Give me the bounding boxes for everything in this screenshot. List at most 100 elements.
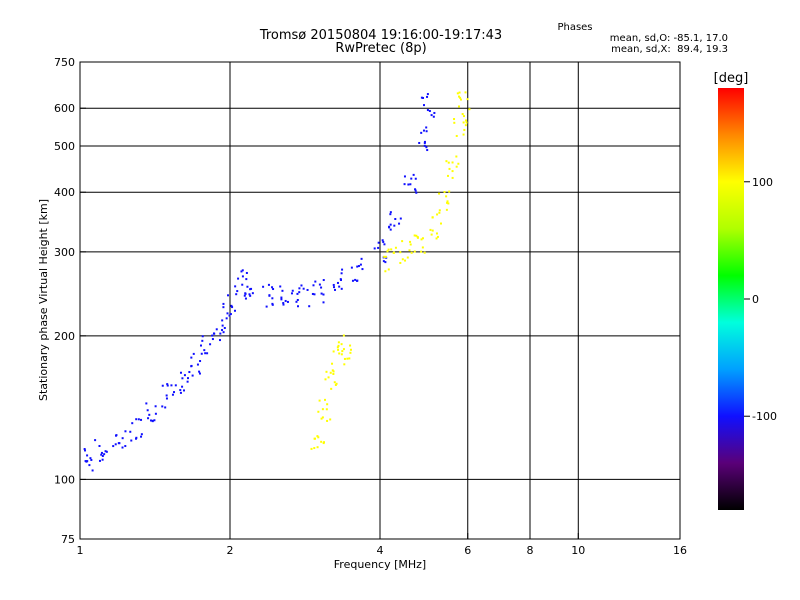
data-point xyxy=(312,284,315,287)
data-point xyxy=(241,275,244,278)
data-point xyxy=(222,302,225,305)
data-point xyxy=(213,332,216,335)
data-point xyxy=(451,176,454,179)
data-point xyxy=(262,285,265,288)
data-point xyxy=(420,96,423,99)
data-point xyxy=(83,448,86,451)
data-point xyxy=(310,447,313,450)
data-point xyxy=(350,266,353,269)
data-point xyxy=(223,327,226,330)
data-point xyxy=(174,384,177,387)
data-point xyxy=(461,113,464,116)
y-tick-label: 750 xyxy=(54,56,75,69)
data-point xyxy=(425,126,428,129)
data-point xyxy=(416,235,419,238)
data-point xyxy=(100,453,103,456)
data-point xyxy=(137,418,140,421)
data-point xyxy=(464,91,467,94)
data-point xyxy=(337,344,340,347)
data-point xyxy=(121,437,124,440)
data-point xyxy=(179,391,182,394)
data-point xyxy=(387,248,390,251)
data-point xyxy=(341,350,344,353)
data-point xyxy=(439,222,442,225)
phase-mean-o: mean, sd,O: -85.1, 17.0 xyxy=(609,33,728,44)
data-point xyxy=(351,279,354,282)
data-point xyxy=(105,450,108,453)
data-point xyxy=(384,270,387,273)
data-point xyxy=(317,436,320,439)
data-point xyxy=(430,114,433,117)
data-point xyxy=(458,91,461,94)
data-point xyxy=(237,277,240,280)
data-point xyxy=(290,292,293,295)
data-point xyxy=(409,183,412,186)
data-point xyxy=(244,297,247,300)
data-point xyxy=(313,437,316,440)
data-point xyxy=(268,294,271,297)
data-point xyxy=(399,217,402,220)
data-point xyxy=(382,240,385,243)
chart-subtitle: RwPretec (8p) xyxy=(335,41,427,56)
data-point xyxy=(338,352,341,355)
data-point xyxy=(382,260,385,263)
data-point xyxy=(300,284,303,287)
data-point xyxy=(179,389,182,392)
data-point xyxy=(121,446,124,449)
data-point xyxy=(251,292,254,295)
data-point xyxy=(149,419,152,422)
data-point xyxy=(342,348,345,351)
data-point xyxy=(389,228,392,231)
data-point xyxy=(84,449,87,452)
data-point xyxy=(140,418,143,421)
data-point xyxy=(438,192,441,195)
grid-lines xyxy=(80,62,680,539)
data-point xyxy=(98,459,101,462)
data-point xyxy=(140,433,143,436)
data-point xyxy=(412,173,415,176)
data-point xyxy=(198,372,201,375)
data-point xyxy=(170,384,173,387)
data-point xyxy=(148,413,151,416)
data-point xyxy=(418,141,421,144)
data-point xyxy=(343,357,346,360)
data-point xyxy=(355,279,358,282)
y-tick-label: 300 xyxy=(54,246,75,259)
data-point xyxy=(413,234,416,237)
x-tick-label: 6 xyxy=(464,544,471,557)
data-point xyxy=(431,216,434,219)
phase-title: Phases xyxy=(557,22,593,33)
data-point xyxy=(455,165,458,168)
data-point xyxy=(306,288,309,291)
data-point xyxy=(154,412,157,415)
y-tick-label: 200 xyxy=(54,330,75,343)
data-point xyxy=(190,356,193,359)
phase-mean-x: mean, sd,X: 89.4, 19.3 xyxy=(611,44,728,55)
data-point xyxy=(297,305,300,308)
data-point xyxy=(448,190,451,193)
data-point xyxy=(453,118,456,121)
data-point xyxy=(265,305,268,308)
data-point xyxy=(321,416,324,419)
data-point xyxy=(354,278,357,281)
data-point xyxy=(222,306,225,309)
data-point xyxy=(196,363,199,366)
data-point xyxy=(90,458,93,461)
data-point xyxy=(233,309,236,312)
scatter-points xyxy=(83,91,471,472)
data-point xyxy=(298,287,301,290)
data-point xyxy=(333,286,336,289)
data-point xyxy=(313,293,316,296)
data-point xyxy=(457,162,460,165)
data-point xyxy=(91,469,94,472)
data-point xyxy=(435,237,438,240)
data-point xyxy=(320,440,323,443)
data-point xyxy=(377,241,380,244)
data-point xyxy=(433,111,436,114)
data-point xyxy=(451,170,454,173)
data-point xyxy=(428,109,431,112)
data-point xyxy=(409,240,412,243)
data-point xyxy=(435,232,438,235)
data-point xyxy=(186,377,189,380)
data-point xyxy=(271,303,274,306)
